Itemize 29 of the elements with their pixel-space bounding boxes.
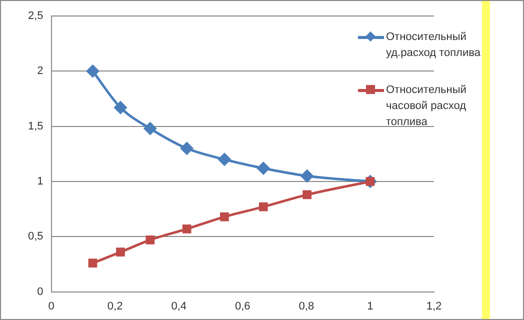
point [144, 122, 156, 135]
y-tick-label: 2,5 [28, 10, 44, 22]
point [180, 142, 194, 155]
point [300, 170, 314, 182]
x-tick-label: 0,6 [234, 300, 250, 312]
point [258, 202, 268, 212]
x-tick-label: 0,8 [298, 300, 314, 312]
y-tick-label: 0 [37, 286, 44, 298]
y-tick-label: 1,5 [28, 120, 44, 132]
legend-label: Относительный уд.расход топлива [386, 30, 482, 61]
point [114, 101, 127, 114]
y-tick-label: 2 [37, 65, 44, 78]
x-tick-label: 0,2 [107, 300, 123, 312]
point [302, 190, 312, 200]
y-tick-label: 1 [37, 176, 44, 188]
x-tick-label: 1,2 [426, 300, 442, 312]
point [146, 236, 155, 244]
point [182, 224, 192, 234]
y-tick-label: 0,5 [28, 230, 44, 243]
point [220, 212, 229, 222]
x-tick-label: 0,4 [171, 300, 187, 312]
point [116, 248, 125, 257]
point [257, 162, 270, 174]
x-tick-label: 0 [48, 300, 54, 312]
point [86, 64, 99, 78]
x-tick-label: 1 [367, 300, 374, 312]
point [88, 258, 98, 268]
legend-label: Относительный часовой расход топлива [386, 83, 468, 130]
point [218, 153, 231, 166]
